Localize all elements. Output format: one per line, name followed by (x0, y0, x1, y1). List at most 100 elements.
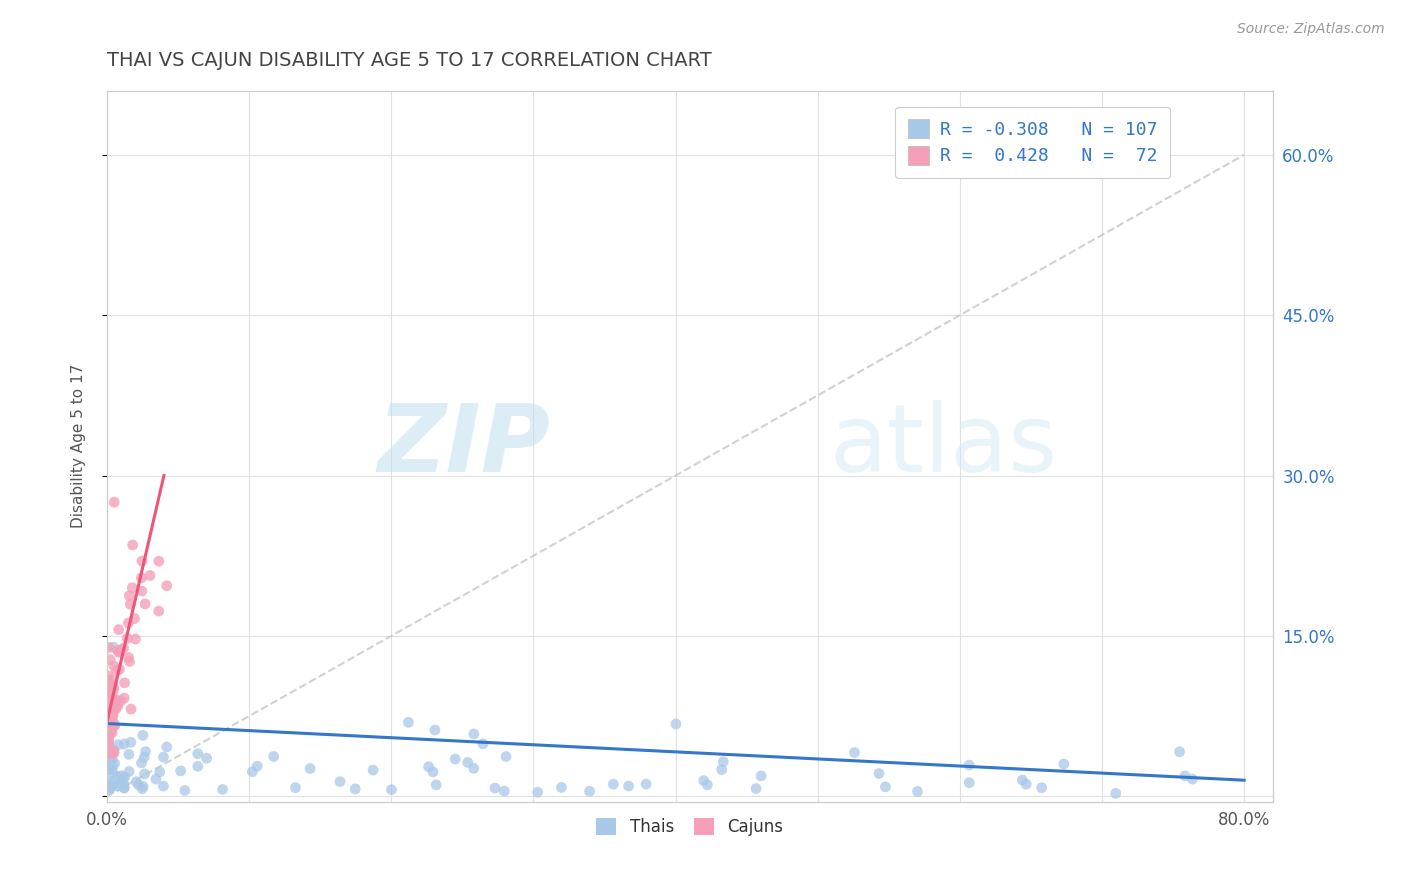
Point (104, 756, 127, 771)
Point (108, 645, 131, 659)
Point (112, 737, 135, 751)
Point (100, 774, 122, 789)
Point (107, 699, 129, 714)
Point (745, 781, 768, 796)
Point (118, 589, 141, 603)
Point (97, 763, 120, 777)
Point (97, 730, 120, 744)
Point (105, 779, 128, 793)
Point (240, 764, 263, 779)
Point (101, 710, 124, 724)
Text: Source: ZipAtlas.com: Source: ZipAtlas.com (1237, 22, 1385, 37)
Point (169, 764, 191, 778)
Point (97, 669, 120, 683)
Point (124, 632, 146, 646)
Point (463, 761, 485, 775)
Point (121, 581, 143, 595)
Point (100, 693, 122, 707)
Point (957, 758, 980, 772)
Point (380, 782, 402, 797)
Point (578, 784, 600, 798)
Point (444, 752, 467, 766)
Point (110, 643, 132, 657)
Point (101, 707, 124, 722)
Point (101, 780, 124, 794)
Point (105, 664, 128, 678)
Point (105, 770, 128, 784)
Point (120, 735, 142, 749)
Point (195, 751, 218, 765)
Point (101, 745, 124, 759)
Point (418, 760, 440, 774)
Point (145, 772, 167, 787)
Point (97, 738, 120, 752)
Point (110, 769, 132, 783)
Legend: Thais, Cajuns: Thais, Cajuns (589, 812, 790, 843)
Point (636, 777, 658, 791)
Point (101, 716, 124, 731)
Point (101, 702, 124, 716)
Point (104, 692, 127, 706)
Point (104, 719, 127, 733)
Point (263, 749, 285, 764)
Point (139, 568, 162, 582)
Point (844, 746, 866, 760)
Point (617, 779, 640, 793)
Point (100, 780, 122, 795)
Point (97, 697, 120, 711)
Point (1011, 772, 1033, 787)
Point (112, 777, 135, 791)
Point (124, 611, 146, 625)
Point (103, 747, 125, 761)
Point (111, 773, 134, 788)
Point (132, 780, 155, 794)
Point (117, 632, 139, 646)
Point (97, 683, 120, 698)
Point (98, 684, 121, 698)
Point (1031, 780, 1053, 795)
Point (1181, 772, 1204, 786)
Point (875, 780, 897, 794)
Point (103, 659, 125, 673)
Point (284, 780, 307, 795)
Point (103, 683, 125, 698)
Point (710, 763, 733, 777)
Point (103, 680, 125, 694)
Text: atlas: atlas (830, 401, 1057, 492)
Point (131, 571, 153, 585)
Point (103, 718, 125, 732)
Point (97, 673, 120, 687)
Point (132, 728, 155, 742)
Point (110, 776, 132, 790)
Point (693, 773, 716, 788)
Point (1053, 756, 1076, 771)
Point (112, 641, 135, 656)
Point (103, 692, 125, 706)
Point (114, 770, 136, 784)
Point (118, 747, 141, 762)
Point (957, 775, 980, 789)
Point (152, 779, 174, 793)
Point (107, 738, 129, 752)
Point (148, 554, 170, 568)
Point (98, 777, 121, 791)
Point (120, 597, 142, 611)
Point (104, 696, 127, 710)
Point (131, 756, 153, 770)
Point (148, 604, 170, 618)
Point (299, 762, 322, 776)
Point (103, 640, 125, 655)
Point (1174, 769, 1197, 783)
Point (134, 750, 156, 764)
Point (868, 766, 890, 780)
Point (457, 756, 479, 770)
Point (131, 554, 153, 568)
Point (550, 780, 572, 795)
Point (97, 747, 120, 761)
Point (101, 726, 124, 740)
Point (114, 676, 136, 690)
Point (422, 764, 444, 779)
Point (100, 683, 122, 698)
Point (97, 756, 120, 771)
Point (98, 683, 121, 698)
